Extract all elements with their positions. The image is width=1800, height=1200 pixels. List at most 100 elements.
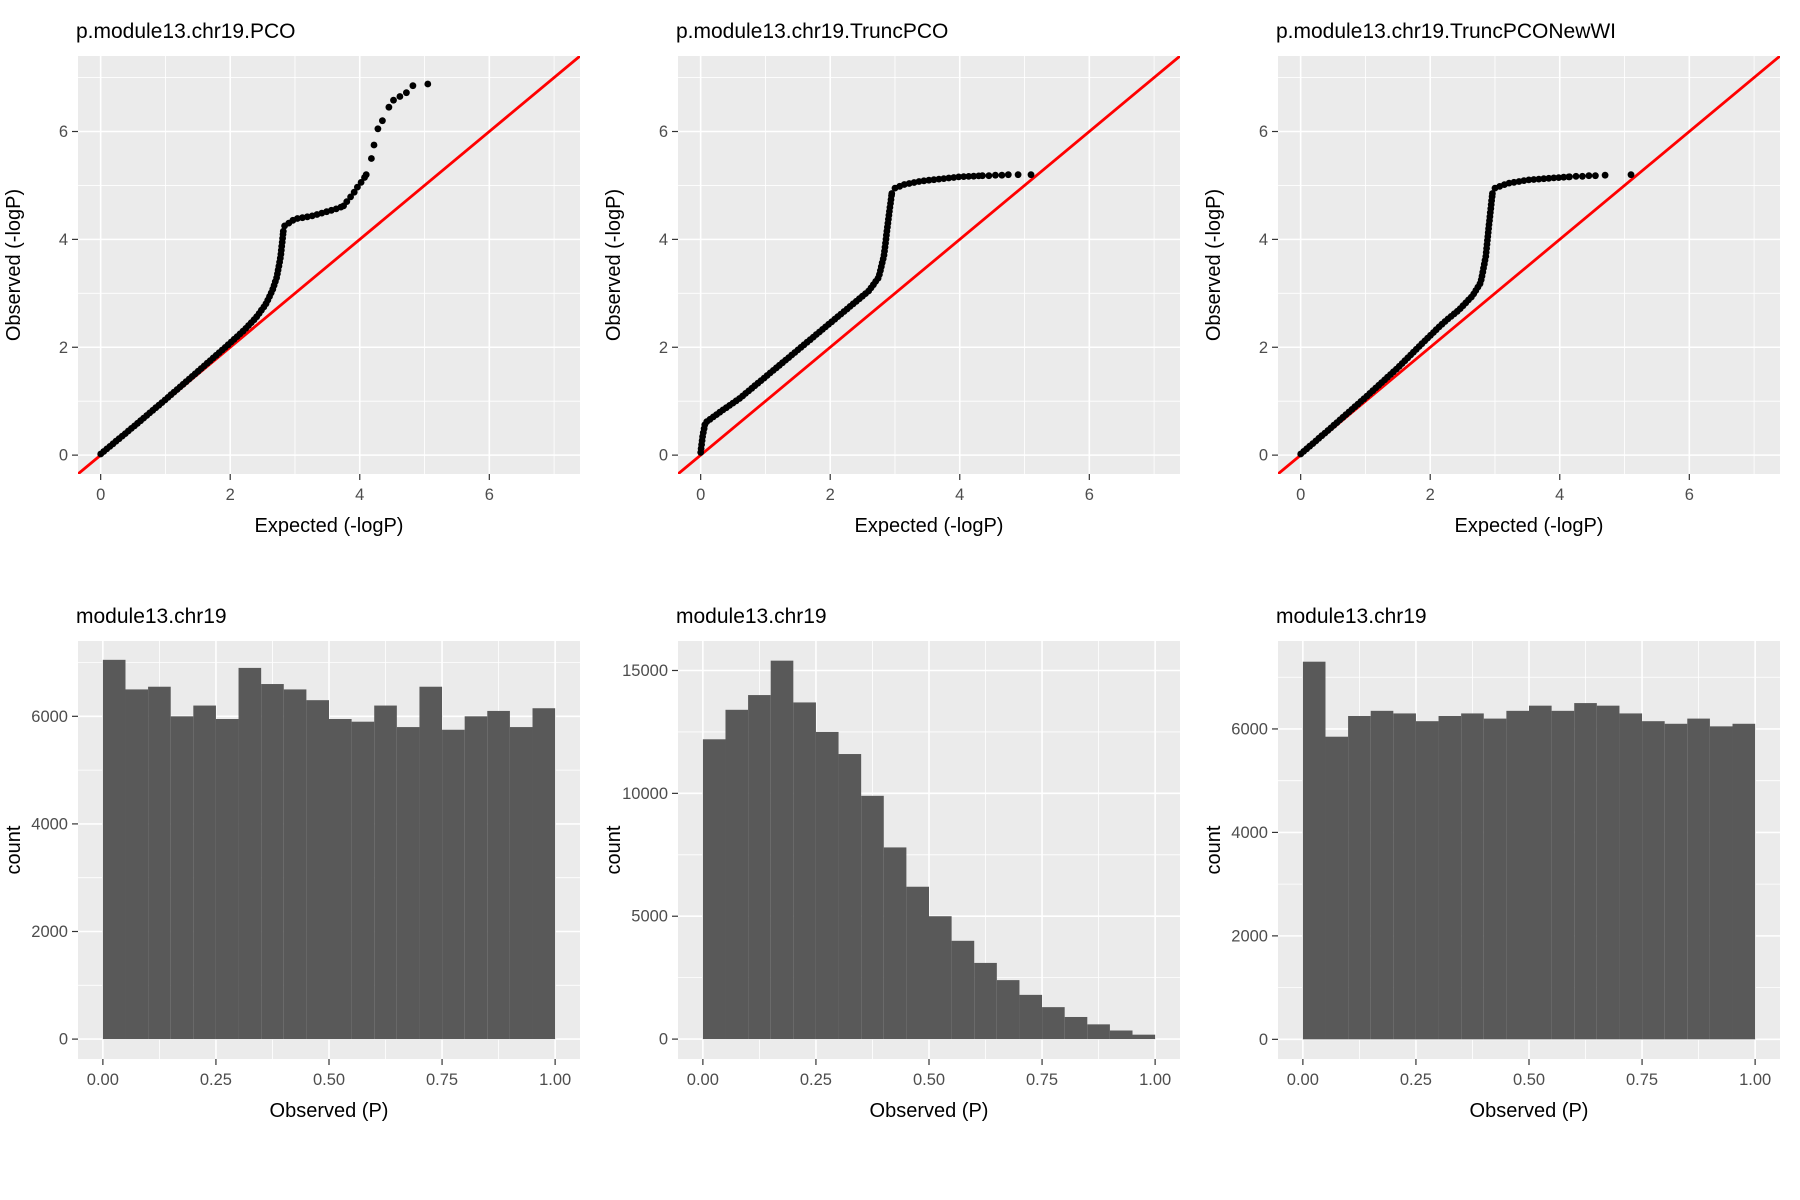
x-axis-title: Observed (P) — [270, 1100, 389, 1122]
hist-bar — [1619, 713, 1643, 1040]
hist-bars — [702, 660, 1156, 1040]
histogram-svg: 0.00 0.25 0.50 0.75 1.00 0 2000 4000 6000 Observe… — [1203, 641, 1780, 1122]
hist-bar — [442, 729, 465, 1040]
axes: 0.00 0.25 0.50 0.75 1.00 0 2000 4000 6000 — [31, 708, 571, 1089]
x-tick-label: 0.50 — [1513, 1071, 1545, 1089]
hist-bar — [838, 754, 862, 1040]
panel-qq-truncpconewwi: p.module13.chr19.TruncPCONewWI 0 2 4 6 0 2 4 6 E… — [1200, 8, 1800, 593]
plot-title: p.module13.chr19.TruncPCO — [676, 20, 949, 43]
plot-title: module13.chr19 — [76, 605, 227, 628]
qq-svg: 0 2 4 6 0 2 4 6 Expected (-logP) Observed (-logP) — [1203, 56, 1780, 537]
hist-bar — [1642, 721, 1665, 1040]
hist-bar — [748, 695, 771, 1040]
x-axis-title: Expected (-logP) — [1455, 515, 1604, 537]
y-tick-label: 6 — [659, 123, 668, 141]
histogram-truncpconewwi: 0.00 0.25 0.50 0.75 1.00 0 2000 4000 6000 Observe… — [1200, 631, 1800, 1136]
y-tick-label: 4 — [659, 231, 668, 249]
x-tick-label: 1.00 — [539, 1071, 571, 1089]
hist-bar — [464, 716, 488, 1040]
panel-hist-truncpco: module13.chr19 0.00 0.25 0.50 0.75 1.00 0 5000… — [600, 593, 1200, 1178]
y-tick-label: 6000 — [31, 708, 68, 726]
gridlines — [1278, 56, 1780, 474]
hist-bar — [125, 689, 149, 1040]
qq-points — [697, 171, 1035, 456]
hist-bar — [261, 684, 284, 1040]
axes: 0 2 4 6 0 2 4 6 — [659, 123, 1094, 504]
hist-bar — [1438, 716, 1462, 1040]
identity-reference-line — [678, 56, 1180, 474]
histogram-svg: 0.00 0.25 0.50 0.75 1.00 0 2000 4000 6000 Observe… — [3, 641, 580, 1122]
x-tick-label: 0.75 — [426, 1071, 458, 1089]
x-tick-label: 2 — [826, 486, 835, 504]
hist-bar — [1574, 703, 1597, 1040]
x-tick-label: 1.00 — [1139, 1071, 1171, 1089]
x-tick-label: 6 — [1685, 486, 1694, 504]
hist-bar — [396, 727, 420, 1040]
panel-hist-truncpconewwi: module13.chr19 0.00 0.25 0.50 0.75 1.00 0 2000… — [1200, 593, 1800, 1178]
y-tick-label: 2000 — [31, 923, 68, 941]
gridlines — [678, 56, 1180, 474]
y-tick-label: 0 — [1259, 1031, 1268, 1049]
x-tick-label: 0 — [96, 486, 105, 504]
hist-bar — [1064, 1016, 1088, 1040]
y-tick-label: 0 — [59, 1031, 68, 1049]
panel-hist-pco: module13.chr19 0.00 0.25 0.50 0.75 1.00 0 2000… — [0, 593, 600, 1178]
hist-bar — [1109, 1030, 1133, 1040]
x-tick-label: 6 — [485, 486, 494, 504]
x-axis-title: Observed (P) — [870, 1100, 989, 1122]
y-tick-label: 10000 — [622, 785, 668, 803]
y-tick-label: 6000 — [1231, 720, 1268, 738]
y-tick-label: 0 — [59, 447, 68, 465]
y-tick-label: 4000 — [1231, 824, 1268, 842]
hist-bar — [1348, 716, 1371, 1040]
hist-bar — [1042, 1007, 1065, 1040]
x-tick-label: 0.75 — [1026, 1071, 1058, 1089]
x-tick-label: 0 — [1296, 486, 1305, 504]
x-tick-label: 4 — [955, 486, 964, 504]
qq-svg: 0 2 4 6 0 2 4 6 Expected (-logP) Observed (-logP) — [603, 56, 1180, 537]
y-axis-title: count — [603, 825, 625, 874]
hist-bar — [702, 739, 726, 1040]
axes: 0.00 0.25 0.50 0.75 1.00 0 2000 4000 6000 — [1231, 720, 1771, 1089]
y-axis-title: count — [3, 825, 25, 874]
hist-bar — [1551, 710, 1575, 1040]
plot-title: p.module13.chr19.PCO — [76, 20, 296, 43]
hist-bar — [351, 721, 375, 1040]
hist-bar — [532, 708, 556, 1040]
x-tick-label: 0 — [696, 486, 705, 504]
qq-data-layer — [1278, 56, 1780, 474]
hist-bar — [306, 700, 329, 1040]
hist-bar — [1664, 723, 1688, 1040]
hist-bar — [974, 962, 997, 1040]
hist-bar — [102, 659, 126, 1040]
x-tick-label: 0.75 — [1626, 1071, 1658, 1089]
hist-bar — [1132, 1034, 1156, 1040]
x-axis-title: Expected (-logP) — [855, 515, 1004, 537]
hist-bar — [148, 686, 171, 1040]
x-tick-label: 0.50 — [913, 1071, 945, 1089]
plot-title: module13.chr19 — [676, 605, 827, 628]
x-tick-label: 0.25 — [200, 1071, 232, 1089]
histogram-svg: 0.00 0.25 0.50 0.75 1.00 0 5000 10000 15000 Obser… — [603, 641, 1180, 1122]
hist-data-layer — [102, 659, 556, 1040]
hist-bar — [1529, 705, 1552, 1040]
hist-data-layer — [1302, 661, 1756, 1040]
y-axis-title: count — [1203, 825, 1225, 874]
qq-data-layer — [78, 56, 580, 474]
qq-plot-truncpco: 0 2 4 6 0 2 4 6 Expected (-logP) Observed (-logP) — [600, 46, 1200, 551]
hist-bar — [1302, 661, 1326, 1040]
y-tick-label: 0 — [659, 1031, 668, 1049]
plot-title: module13.chr19 — [1276, 605, 1427, 628]
hist-bar — [861, 795, 884, 1040]
hist-bar — [329, 719, 352, 1040]
hist-bar — [1461, 713, 1484, 1040]
hist-bar — [1415, 721, 1439, 1040]
x-tick-label: 4 — [1555, 486, 1564, 504]
hist-bar — [793, 702, 816, 1040]
qq-plot-truncpconewwi: 0 2 4 6 0 2 4 6 Expected (-logP) Observed (-logP) — [1200, 46, 1800, 551]
hist-bar — [509, 727, 533, 1040]
y-tick-label: 2 — [1259, 339, 1268, 357]
hist-bar — [1087, 1024, 1110, 1040]
hist-bar — [906, 886, 929, 1040]
